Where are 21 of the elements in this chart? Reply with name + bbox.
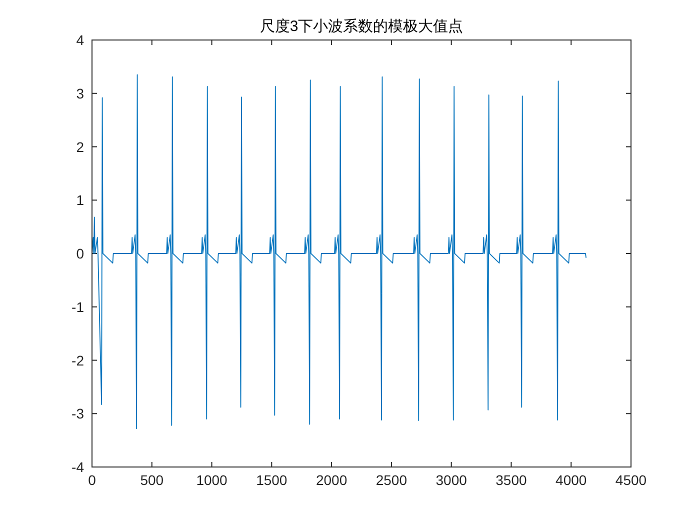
x-tick-label: 3500 [496, 472, 528, 488]
y-tick-label: -3 [72, 406, 84, 422]
y-tick-label: 0 [76, 246, 84, 262]
x-tick-label: 2500 [376, 472, 408, 488]
y-tick-label: 3 [76, 85, 84, 102]
y-tick-label: -1 [72, 298, 84, 315]
x-tick-label: 1000 [196, 472, 228, 488]
x-tick-label: 500 [140, 472, 164, 488]
y-tick-label: 4 [76, 32, 84, 48]
chart-title: 尺度3下小波系数的模极大值点 [260, 18, 464, 35]
x-tick-label: 4000 [556, 472, 587, 488]
x-tick-label: 4500 [615, 472, 647, 488]
y-tick-label: -4 [72, 459, 84, 475]
y-tick-label: 2 [76, 138, 84, 155]
line-series [92, 74, 587, 430]
y-tick-label: -2 [72, 352, 84, 368]
x-tick-label: 2000 [316, 472, 348, 488]
x-tick-label: 1500 [256, 472, 288, 488]
x-tick-label: 0 [88, 472, 96, 488]
x-tick-label: 3000 [436, 472, 468, 488]
y-tick-label: 1 [76, 192, 84, 208]
